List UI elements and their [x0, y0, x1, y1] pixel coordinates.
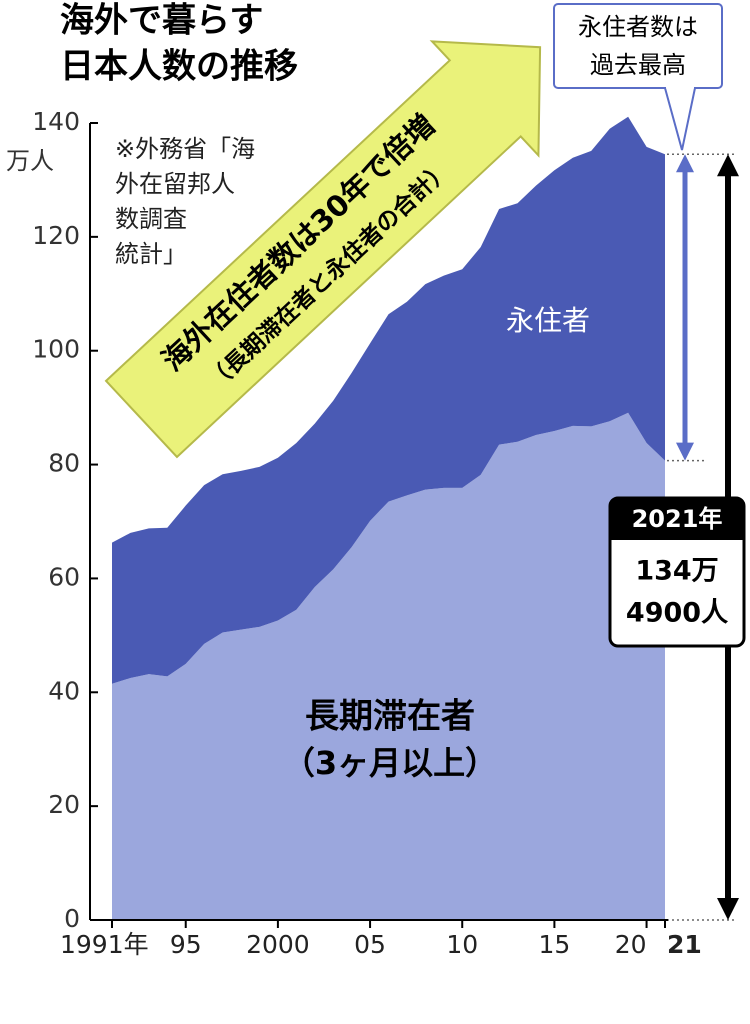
callout-text: 永住者数は: [578, 13, 698, 41]
callout-pointer: [664, 87, 696, 151]
banner-arrow: [104, 40, 542, 459]
total-value: 134万: [635, 556, 718, 587]
total-value: 4900人: [626, 598, 728, 629]
arrow-head: [717, 154, 739, 177]
plot: 0 20 40 60 80 100 120 140 1991年 95 2000 05 10 15 20 21: [32, 107, 739, 959]
chart-title: 海外で暮らす: [60, 1, 263, 41]
y-tick-label: 0: [64, 904, 80, 933]
y-unit: 万人: [6, 147, 54, 175]
x-tick-label: 2000: [246, 930, 310, 959]
series-label: 永住者: [506, 304, 590, 337]
series-label: 長期滞在者: [305, 697, 475, 737]
arrow-head: [717, 898, 739, 920]
x-tick-label: 20: [615, 930, 647, 959]
callout: 永住者数は 過去最高: [553, 3, 723, 151]
y-tick-label: 80: [48, 449, 80, 478]
x-tick-label: 95: [170, 930, 202, 959]
x-tick-label: 10: [446, 930, 478, 959]
total-box-header: [610, 498, 744, 540]
x-tick-label: 1991年: [60, 930, 149, 959]
area: [112, 412, 665, 920]
source-note: ※外務省「海 外在留邦人 数調査 統計」: [115, 135, 255, 268]
x-tick-label: 15: [538, 930, 570, 959]
source-line: 数調査: [115, 205, 187, 233]
callout-text: 過去最高: [590, 51, 686, 79]
source-line: 統計」: [115, 240, 187, 268]
y-tick-label: 40: [48, 676, 80, 705]
total-year: 2021年: [632, 505, 723, 533]
y-tick-label: 140: [32, 107, 80, 136]
area: [112, 116, 665, 684]
source-line: 外在留邦人: [115, 170, 235, 198]
y-tick-label: 120: [32, 221, 80, 250]
source-line: ※外務省「海: [115, 135, 255, 163]
y-tick-label: 60: [48, 562, 80, 591]
total-box: 2021年 134万 4900人: [608, 496, 746, 648]
callout-box: [553, 3, 723, 89]
series-note: （3ヶ月以上）: [283, 744, 497, 782]
arrow-head: [676, 154, 694, 173]
x-tick-label: 05: [354, 930, 386, 959]
arrow-head: [676, 442, 694, 461]
x-tick-label: 21: [667, 930, 702, 959]
y-tick-label: 20: [48, 790, 80, 819]
y-tick-label: 100: [32, 335, 80, 364]
chart-title: 日本人数の推移: [60, 47, 298, 87]
